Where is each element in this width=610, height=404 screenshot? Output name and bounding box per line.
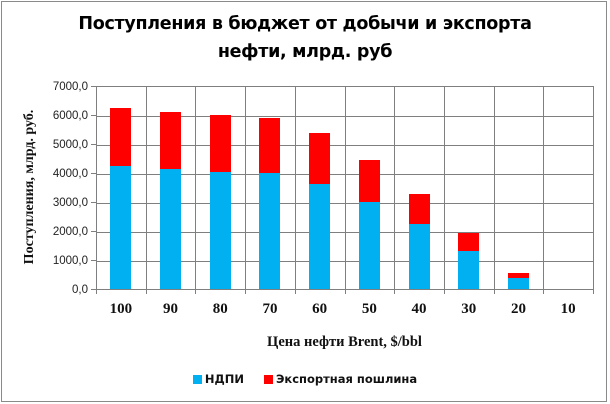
legend-item-ndpi: НДПИ (192, 372, 244, 386)
bar-segment-export-duty (358, 159, 380, 202)
y-axis-title-text: Поступления, млрд. руб. (22, 109, 37, 265)
legend-swatch-export-duty (263, 374, 273, 384)
bar-segment-ndpi (408, 224, 430, 289)
chart-title-line-2: нефти, млрд. руб (217, 42, 393, 62)
x-tick-label: 60 (312, 301, 328, 317)
gridline-vertical (195, 87, 197, 290)
bar-segment-ndpi (209, 171, 231, 289)
bar-segment-ndpi (110, 165, 132, 289)
x-tick-label: 10 (560, 301, 576, 317)
bar-segment-export-duty (110, 107, 132, 166)
x-tick-mark (195, 289, 197, 294)
bar-segment-export-duty (209, 115, 231, 172)
y-tick-mark (91, 144, 96, 145)
bar-segment-ndpi (507, 277, 529, 289)
y-tick-mark (91, 260, 96, 261)
y-tick-mark (91, 173, 96, 174)
legend-swatch-ndpi (192, 374, 202, 384)
gridline-vertical (344, 87, 346, 290)
x-tick-mark (443, 289, 445, 294)
y-tick-mark (91, 231, 96, 232)
plot-area (96, 86, 594, 290)
gridline-vertical (543, 87, 545, 290)
y-tick-label: 2000,0 (52, 226, 88, 238)
bar-segment-export-duty (259, 117, 281, 173)
legend-label-export-duty: Экспортная пошлина (275, 372, 418, 386)
x-tick-label: 100 (109, 301, 133, 317)
y-tick-mark (91, 289, 96, 290)
bar-segment-ndpi (309, 183, 331, 289)
x-tick-mark (145, 289, 147, 294)
bar-segment-ndpi (458, 250, 480, 289)
chart-title: Поступления в бюджет от добычи и экспорт… (0, 10, 610, 66)
bar-segment-export-duty (507, 273, 529, 278)
y-tick-label: 3000,0 (52, 197, 88, 209)
bar-segment-export-duty (160, 112, 182, 170)
legend: НДПИ Экспортная пошлина (0, 372, 610, 387)
y-tick-label: 7000,0 (52, 81, 88, 93)
y-axis-line (96, 86, 97, 290)
bar-segment-ndpi (160, 169, 182, 289)
gridline-vertical (443, 87, 445, 290)
x-tick-label: 90 (163, 301, 179, 317)
y-tick-label: 5000,0 (52, 139, 88, 151)
x-tick-mark (245, 289, 247, 294)
bar-segment-ndpi (358, 201, 380, 289)
x-tick-label: 40 (411, 301, 427, 317)
x-tick-label: 80 (212, 301, 228, 317)
x-tick-mark (394, 289, 396, 294)
x-tick-label: 50 (361, 301, 377, 317)
chart-title-line-1: Поступления в бюджет от добычи и экспорт… (78, 14, 532, 34)
x-tick-mark (96, 289, 97, 294)
x-tick-label: 20 (510, 301, 526, 317)
x-tick-label: 70 (262, 301, 278, 317)
bar-segment-ndpi (259, 172, 281, 289)
x-tick-label: 30 (461, 301, 477, 317)
gridline-vertical (245, 87, 247, 290)
y-tick-label: 6000,0 (52, 110, 88, 122)
x-axis-title: Цена нефти Brent, $/bbl (267, 334, 422, 350)
y-tick-mark (91, 86, 96, 87)
y-tick-label: 4000,0 (52, 168, 88, 180)
x-tick-mark (593, 289, 594, 294)
x-tick-mark (344, 289, 346, 294)
bar-segment-export-duty (408, 193, 430, 225)
legend-label-ndpi: НДПИ (204, 372, 244, 386)
bar-segment-export-duty (309, 133, 331, 184)
x-tick-mark (493, 289, 495, 294)
gridline-vertical (145, 87, 147, 290)
gridline-vertical (493, 87, 495, 290)
x-tick-mark (294, 289, 296, 294)
y-tick-mark (91, 202, 96, 203)
gridline-vertical (294, 87, 296, 290)
y-tick-label: 1000,0 (52, 255, 88, 267)
x-tick-mark (543, 289, 545, 294)
bar-segment-export-duty (458, 232, 480, 251)
y-tick-label: 0,0 (72, 284, 88, 296)
legend-item-export-duty: Экспортная пошлина (263, 372, 418, 386)
gridline-vertical (394, 87, 396, 290)
y-tick-mark (91, 115, 96, 116)
